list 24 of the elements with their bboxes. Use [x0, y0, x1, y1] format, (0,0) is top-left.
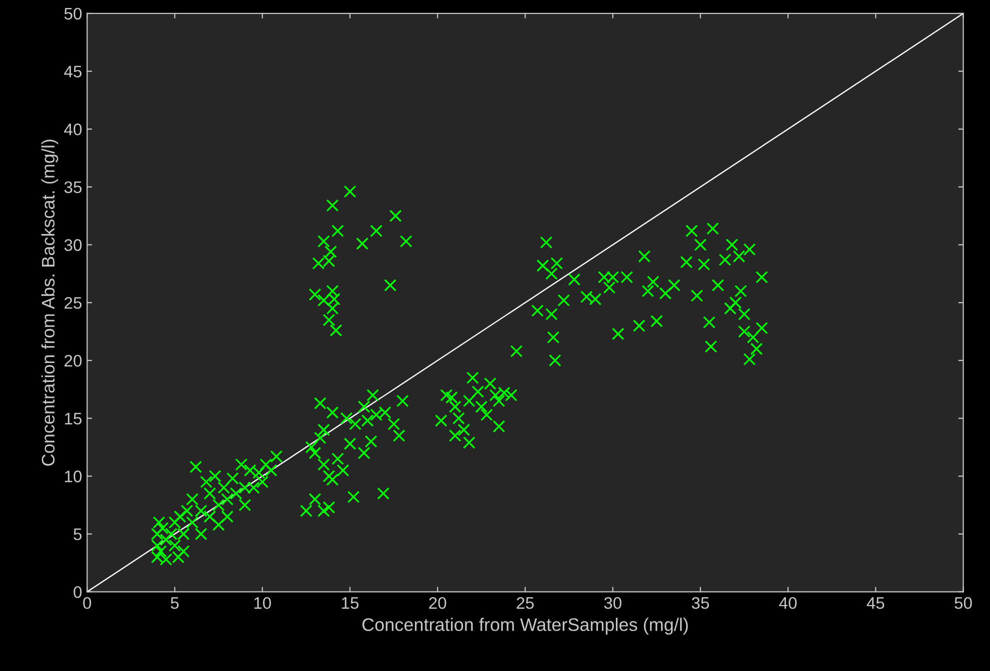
y-tick-label: 15: [64, 412, 82, 425]
y-tick-label: 25: [64, 297, 82, 309]
y-tick-label: 35: [64, 181, 82, 194]
x-axis-title: Concentration from WaterSamples (mg/l): [362, 618, 688, 635]
x-tick-label: 50: [954, 597, 972, 609]
y-tick-label: 50: [64, 8, 82, 20]
x-tick-label: 40: [779, 597, 797, 609]
x-tick-label: 30: [604, 597, 622, 609]
y-tick-label: 30: [64, 239, 82, 251]
y-tick-label: 5: [74, 528, 82, 540]
y-tick-label: 10: [64, 470, 82, 482]
y-axis-title: Concentration from Abs. Backscat. (mg/l): [41, 140, 58, 466]
y-tick-label: 20: [64, 354, 82, 367]
y-tick-label: 0: [74, 586, 82, 598]
y-tick-label: 40: [64, 124, 82, 136]
x-tick-label: 10: [254, 597, 271, 609]
x-tick-label: 35: [692, 597, 709, 609]
x-tick-label: 5: [170, 597, 179, 609]
x-tick-label: 20: [429, 597, 446, 609]
x-tick-label: 15: [342, 597, 359, 609]
y-tick-label: 45: [64, 66, 82, 78]
x-tick-label: 45: [866, 597, 884, 609]
x-tick-label: 0: [83, 597, 92, 609]
x-tick-label: 25: [516, 597, 534, 609]
